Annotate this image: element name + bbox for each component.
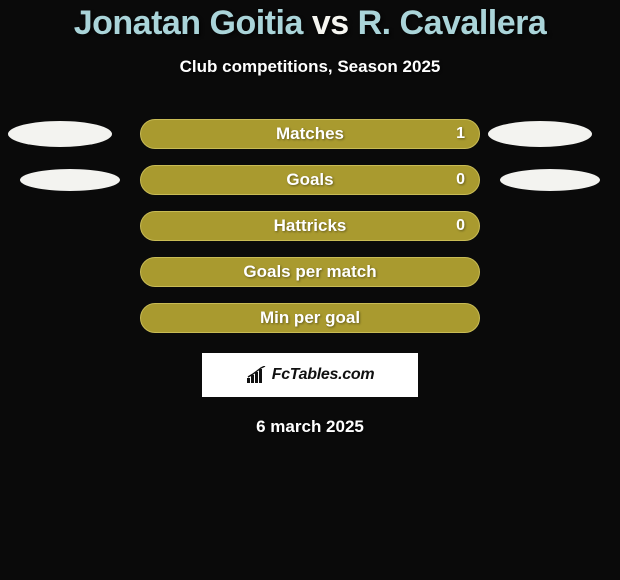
player2-name: R. Cavallera (358, 4, 547, 42)
stat-row: Goals per match (0, 257, 620, 287)
left-ellipse (20, 169, 120, 191)
brand-text: FcTables.com (272, 366, 375, 384)
stat-bar: Goals per match (140, 257, 480, 287)
stat-bar: Goals 0 (140, 165, 480, 195)
stat-label: Goals (286, 170, 333, 190)
subtitle: Club competitions, Season 2025 (0, 57, 620, 77)
stat-label: Goals per match (243, 262, 376, 282)
date-label: 6 march 2025 (0, 417, 620, 437)
stat-row: Goals 0 (0, 165, 620, 195)
stat-label: Hattricks (274, 216, 347, 236)
stat-bar: Matches 1 (140, 119, 480, 149)
brand-box: FcTables.com (202, 353, 418, 397)
player1-name: Jonatan Goitia (74, 4, 303, 42)
vs-label: vs (312, 4, 349, 42)
comparison-card: Jonatan Goitia vs R. Cavallera Club comp… (0, 0, 620, 580)
stat-rows: Matches 1 Goals 0 Hattricks 0 Goals per match M… (0, 119, 620, 333)
right-ellipse (488, 121, 592, 147)
stat-value: 1 (456, 125, 465, 143)
stat-bar: Hattricks 0 (140, 211, 480, 241)
stat-row: Hattricks 0 (0, 211, 620, 241)
page-title: Jonatan Goitia vs R. Cavallera (0, 4, 620, 43)
stat-row: Min per goal (0, 303, 620, 333)
bars-icon (246, 366, 268, 384)
stat-row: Matches 1 (0, 119, 620, 149)
stat-label: Min per goal (260, 308, 360, 328)
brand-logo: FcTables.com (246, 366, 375, 384)
stat-value: 0 (456, 217, 465, 235)
stat-label: Matches (276, 124, 344, 144)
left-ellipse (8, 121, 112, 147)
stat-value: 0 (456, 171, 465, 189)
right-ellipse (500, 169, 600, 191)
stat-bar: Min per goal (140, 303, 480, 333)
